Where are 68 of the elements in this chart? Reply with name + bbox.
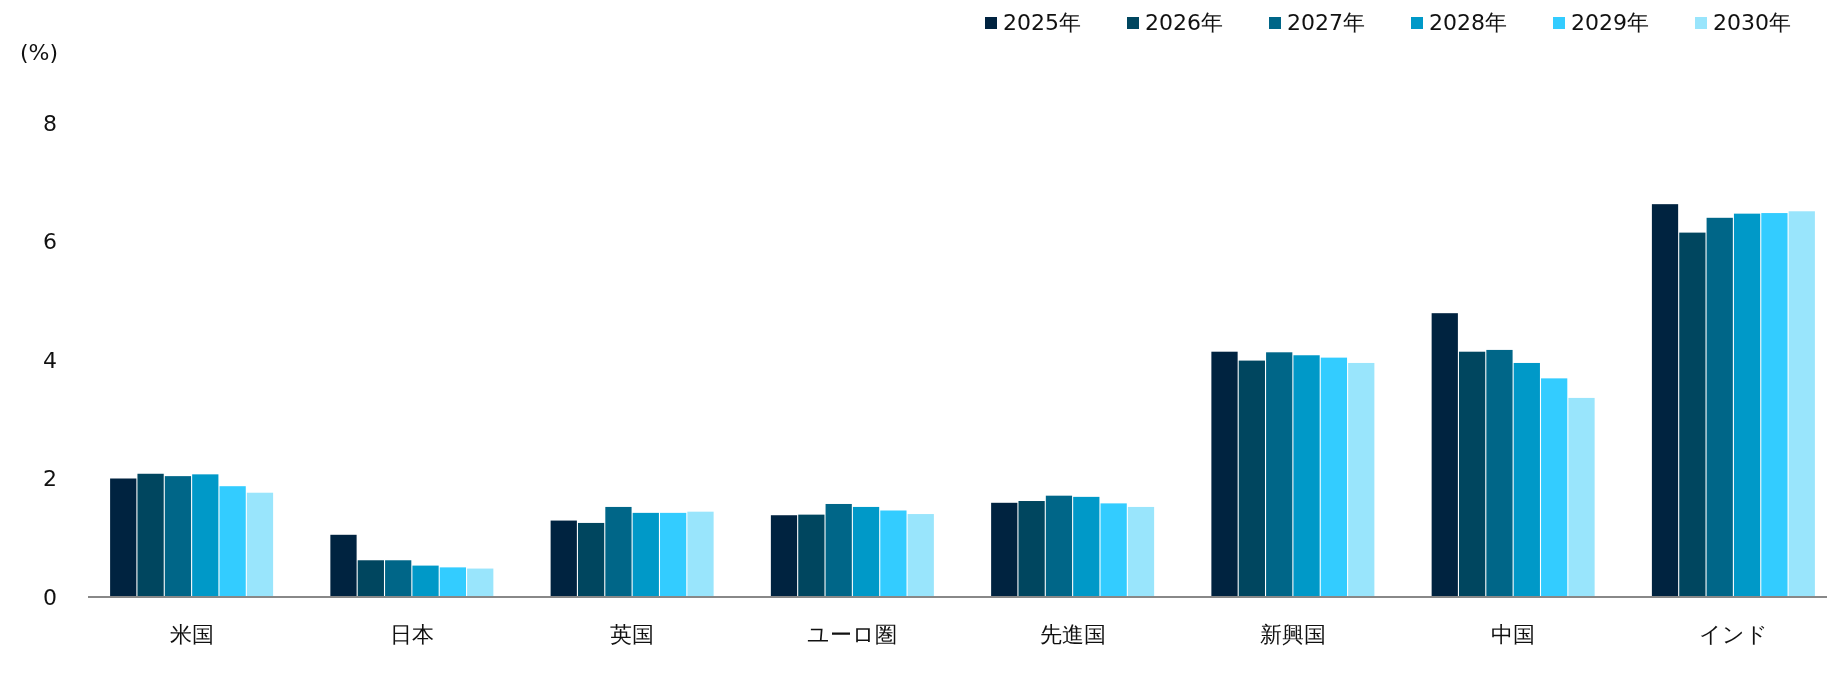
bar xyxy=(1431,313,1458,597)
bar xyxy=(1211,351,1238,597)
bar xyxy=(1045,495,1073,597)
bar xyxy=(1541,378,1568,597)
x-tick-label: ユーロ圏 xyxy=(807,622,898,647)
bar xyxy=(1788,211,1815,597)
bar xyxy=(550,520,577,597)
x-tick-label: インド xyxy=(1698,622,1768,647)
bar xyxy=(1486,349,1513,597)
legend-label: 2026年 xyxy=(1145,10,1223,35)
bar xyxy=(660,512,687,597)
y-tick-label: 8 xyxy=(43,110,57,136)
legend-label: 2028年 xyxy=(1429,10,1507,35)
bar xyxy=(1127,506,1155,597)
bar xyxy=(1733,213,1761,597)
bar xyxy=(1348,362,1375,597)
bar xyxy=(1568,397,1595,597)
bar xyxy=(439,567,467,597)
bar xyxy=(1513,362,1540,597)
bar xyxy=(687,511,714,597)
y-tick-label: 4 xyxy=(43,347,57,373)
y-tick-label: 2 xyxy=(43,466,57,492)
bar xyxy=(880,510,907,597)
bar xyxy=(1266,352,1293,597)
bar xyxy=(467,568,494,597)
bar xyxy=(1651,204,1679,597)
bar xyxy=(1018,501,1045,597)
bar xyxy=(1320,357,1348,597)
x-tick-label: 米国 xyxy=(169,622,214,647)
legend-label: 2030年 xyxy=(1713,10,1791,35)
bar xyxy=(632,512,659,597)
x-tick-label: 英国 xyxy=(610,622,655,647)
bar xyxy=(385,560,412,597)
bar xyxy=(1293,355,1320,597)
bar xyxy=(192,474,219,597)
bar xyxy=(246,492,274,597)
x-tick-label: 日本 xyxy=(389,622,434,647)
bar xyxy=(825,503,852,597)
x-tick-label: 先進国 xyxy=(1039,622,1106,647)
legend-label: 2027年 xyxy=(1287,10,1365,35)
bar xyxy=(1458,351,1486,597)
bar xyxy=(219,486,246,597)
bar xyxy=(357,560,384,597)
bar xyxy=(110,478,137,597)
bar xyxy=(605,506,632,597)
bar xyxy=(798,514,825,597)
bar xyxy=(1238,360,1265,597)
bar xyxy=(770,515,798,597)
x-tick-label: 新興国 xyxy=(1259,622,1326,647)
bar xyxy=(577,522,605,597)
bar xyxy=(1706,217,1733,597)
bar xyxy=(907,514,934,597)
y-tick-label: 0 xyxy=(43,584,57,610)
bar xyxy=(991,502,1018,597)
bar xyxy=(330,534,357,597)
bar xyxy=(137,473,164,597)
bar xyxy=(1679,232,1706,597)
y-tick-label: 6 xyxy=(43,229,57,255)
bar xyxy=(1073,496,1100,597)
bar xyxy=(412,565,439,597)
bar xyxy=(1100,503,1127,597)
bar xyxy=(164,476,192,597)
bar xyxy=(852,506,880,597)
bar xyxy=(1761,213,1788,597)
y-axis-title: (%) xyxy=(20,40,59,65)
x-tick-label: 中国 xyxy=(1491,622,1536,647)
legend-label: 2029年 xyxy=(1571,10,1649,35)
legend-label: 2025年 xyxy=(1003,10,1081,35)
